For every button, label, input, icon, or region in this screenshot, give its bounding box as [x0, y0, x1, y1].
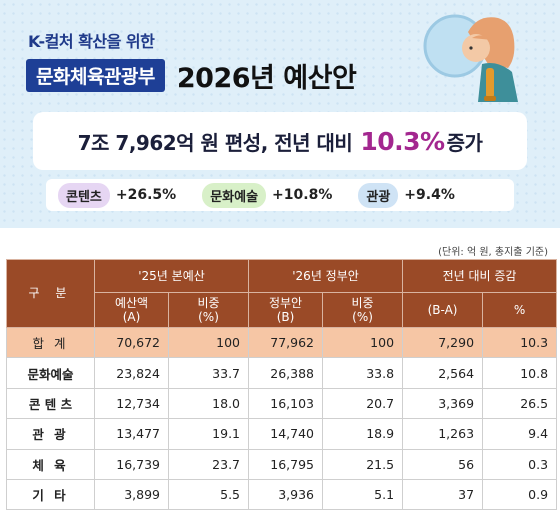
subheader: %	[482, 292, 558, 328]
table-row: 기 타 3,899 5.5 3,936 5.1 37 0.9	[6, 478, 558, 511]
category-chip: 관광	[358, 182, 399, 208]
cell: 37	[402, 478, 484, 511]
budget-title: 2026년 예산안	[176, 62, 357, 94]
banner: K-컬처 확산을 위한 문화체육관광부 2026년 예산안 7조 7,962억 …	[0, 0, 560, 228]
header-group-2025: '25년 본예산	[93, 259, 250, 293]
subheader: (B-A)	[402, 292, 484, 328]
table-row: 체 육 16,739 23.7 16,795 21.5 56 0.3	[6, 448, 558, 480]
pre-title: K-컬처 확산을 위한	[28, 32, 155, 51]
cell: 19.1	[167, 418, 250, 450]
cell: 10.3	[482, 326, 558, 359]
subheader: 비중 (%)	[167, 292, 250, 328]
cell: 18.0	[167, 387, 250, 420]
summary-percent: 10.3%	[360, 126, 445, 156]
cell: 33.7	[167, 357, 250, 389]
table-row: 문화예술 23,824 33.7 26,388 33.8 2,564 10.8	[6, 357, 558, 389]
header-category: 구 분	[6, 259, 95, 328]
category-content: 콘텐츠 +26.5%	[58, 182, 177, 208]
cell: 26,388	[248, 357, 324, 389]
cell: 16,103	[248, 387, 324, 420]
cell: 13,477	[94, 418, 169, 450]
header-group-change: 전년 대비 증감	[402, 259, 558, 293]
cell: 16,795	[248, 448, 324, 480]
cell: 14,740	[248, 418, 324, 450]
category-chip: 문화예술	[202, 182, 267, 208]
row-label: 체 육	[6, 448, 95, 480]
cell: 56	[402, 448, 484, 480]
table-row: 콘 텐 츠 12,734 18.0 16,103 20.7 3,369 26.5	[6, 387, 558, 420]
category-chip: 콘텐츠	[58, 182, 110, 208]
cell: 7,290	[402, 326, 484, 359]
cell: 2,564	[402, 357, 484, 389]
cell: 5.5	[167, 478, 250, 511]
cell: 9.4	[482, 418, 558, 450]
subheader: 정부안 (B)	[248, 292, 324, 328]
cell: 5.1	[322, 478, 404, 511]
cell: 10.8	[482, 357, 558, 389]
subheader: 비중 (%)	[322, 292, 404, 328]
cell: 18.9	[322, 418, 404, 450]
category-arts: 문화예술 +10.8%	[202, 182, 333, 208]
budget-table: 구 분 '25년 본예산 '26년 정부안 전년 대비 증감 예산액 (A) 비…	[6, 259, 558, 511]
table-row-total: 합 계 70,672 100 77,962 100 7,290 10.3	[6, 326, 558, 359]
summary-box: 7조 7,962억 원 편성, 전년 대비 10.3% 증가	[33, 112, 527, 170]
category-tourism: 관광 +9.4%	[358, 182, 455, 208]
cell: 21.5	[322, 448, 404, 480]
summary-prefix: 7조 7,962억 원 편성, 전년 대비	[77, 130, 353, 155]
row-label: 합 계	[6, 326, 95, 359]
category-value: +10.8%	[272, 187, 333, 203]
cell: 100	[167, 326, 250, 359]
cell: 12,734	[94, 387, 169, 420]
cell: 3,936	[248, 478, 324, 511]
cell: 77,962	[248, 326, 324, 359]
cell: 23,824	[94, 357, 169, 389]
cell: 33.8	[322, 357, 404, 389]
row-label: 기 타	[6, 478, 95, 511]
cell: 16,739	[94, 448, 169, 480]
category-value: +26.5%	[115, 187, 177, 203]
cell: 3,369	[402, 387, 484, 420]
category-growth-bar: 콘텐츠 +26.5% 문화예술 +10.8% 관광 +9.4%	[46, 179, 514, 211]
row-label: 콘 텐 츠	[6, 387, 95, 420]
magnifier-person-illustration-icon	[423, 14, 518, 102]
cell: 100	[322, 326, 404, 359]
header-group-2026: '26년 정부안	[248, 259, 404, 293]
cell: 26.5	[482, 387, 558, 420]
summary-suffix: 증가	[446, 130, 483, 155]
cell: 23.7	[167, 448, 250, 480]
cell: 1,263	[402, 418, 484, 450]
category-value: +9.4%	[404, 187, 455, 203]
cell: 3,899	[94, 478, 169, 511]
ministry-name: 문화체육관광부	[26, 58, 165, 92]
cell: 0.9	[482, 478, 558, 511]
cell: 70,672	[94, 326, 169, 359]
title-row: 문화체육관광부 2026년 예산안	[26, 58, 357, 94]
row-label: 문화예술	[6, 357, 95, 389]
cell: 0.3	[482, 448, 558, 480]
unit-note: (단위: 억 원, 총지출 기준)	[438, 247, 548, 258]
row-label: 관 광	[6, 418, 95, 450]
table-row: 관 광 13,477 19.1 14,740 18.9 1,263 9.4	[6, 418, 558, 450]
subheader: 예산액 (A)	[94, 292, 169, 328]
cell: 20.7	[322, 387, 404, 420]
